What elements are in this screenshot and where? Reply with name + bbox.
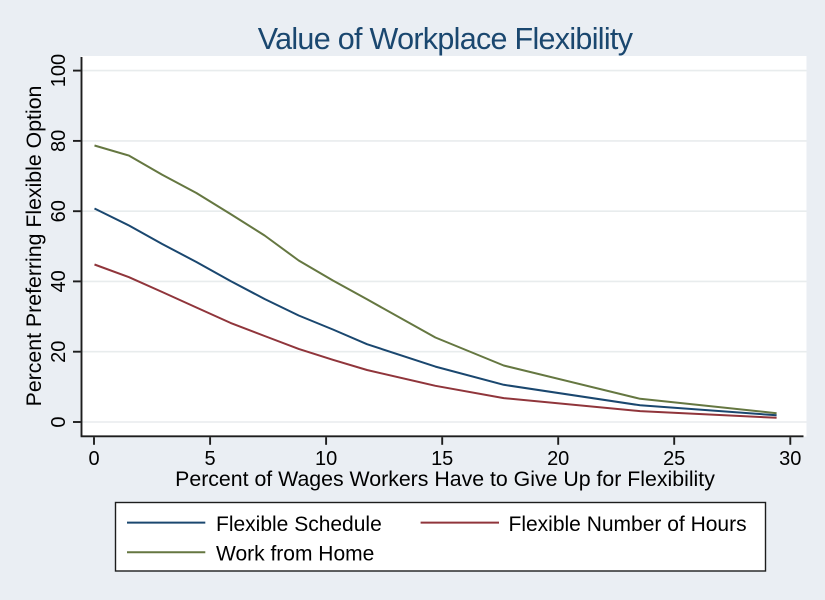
svg-text:Work from Home: Work from Home	[216, 543, 374, 566]
svg-text:15: 15	[431, 448, 453, 470]
svg-text:5: 5	[205, 448, 216, 470]
svg-text:40: 40	[48, 270, 70, 292]
svg-text:0: 0	[48, 416, 70, 427]
svg-text:100: 100	[48, 54, 70, 87]
svg-text:20: 20	[48, 341, 70, 363]
svg-text:20: 20	[547, 448, 569, 470]
svg-text:Flexible Schedule: Flexible Schedule	[216, 513, 382, 536]
svg-text:Flexible Number of Hours: Flexible Number of Hours	[509, 513, 747, 536]
svg-text:Percent of Wages Workers Have: Percent of Wages Workers Have to Give Up…	[175, 467, 715, 491]
svg-text:10: 10	[315, 448, 337, 470]
svg-text:Percent Preferring Flexible Op: Percent Preferring Flexible Option	[22, 86, 46, 407]
svg-text:25: 25	[663, 448, 685, 470]
svg-text:30: 30	[779, 448, 801, 470]
svg-text:Value of Workplace Flexibility: Value of Workplace Flexibility	[258, 22, 634, 56]
svg-text:60: 60	[48, 200, 70, 222]
svg-text:80: 80	[48, 130, 70, 152]
svg-text:0: 0	[88, 448, 99, 470]
